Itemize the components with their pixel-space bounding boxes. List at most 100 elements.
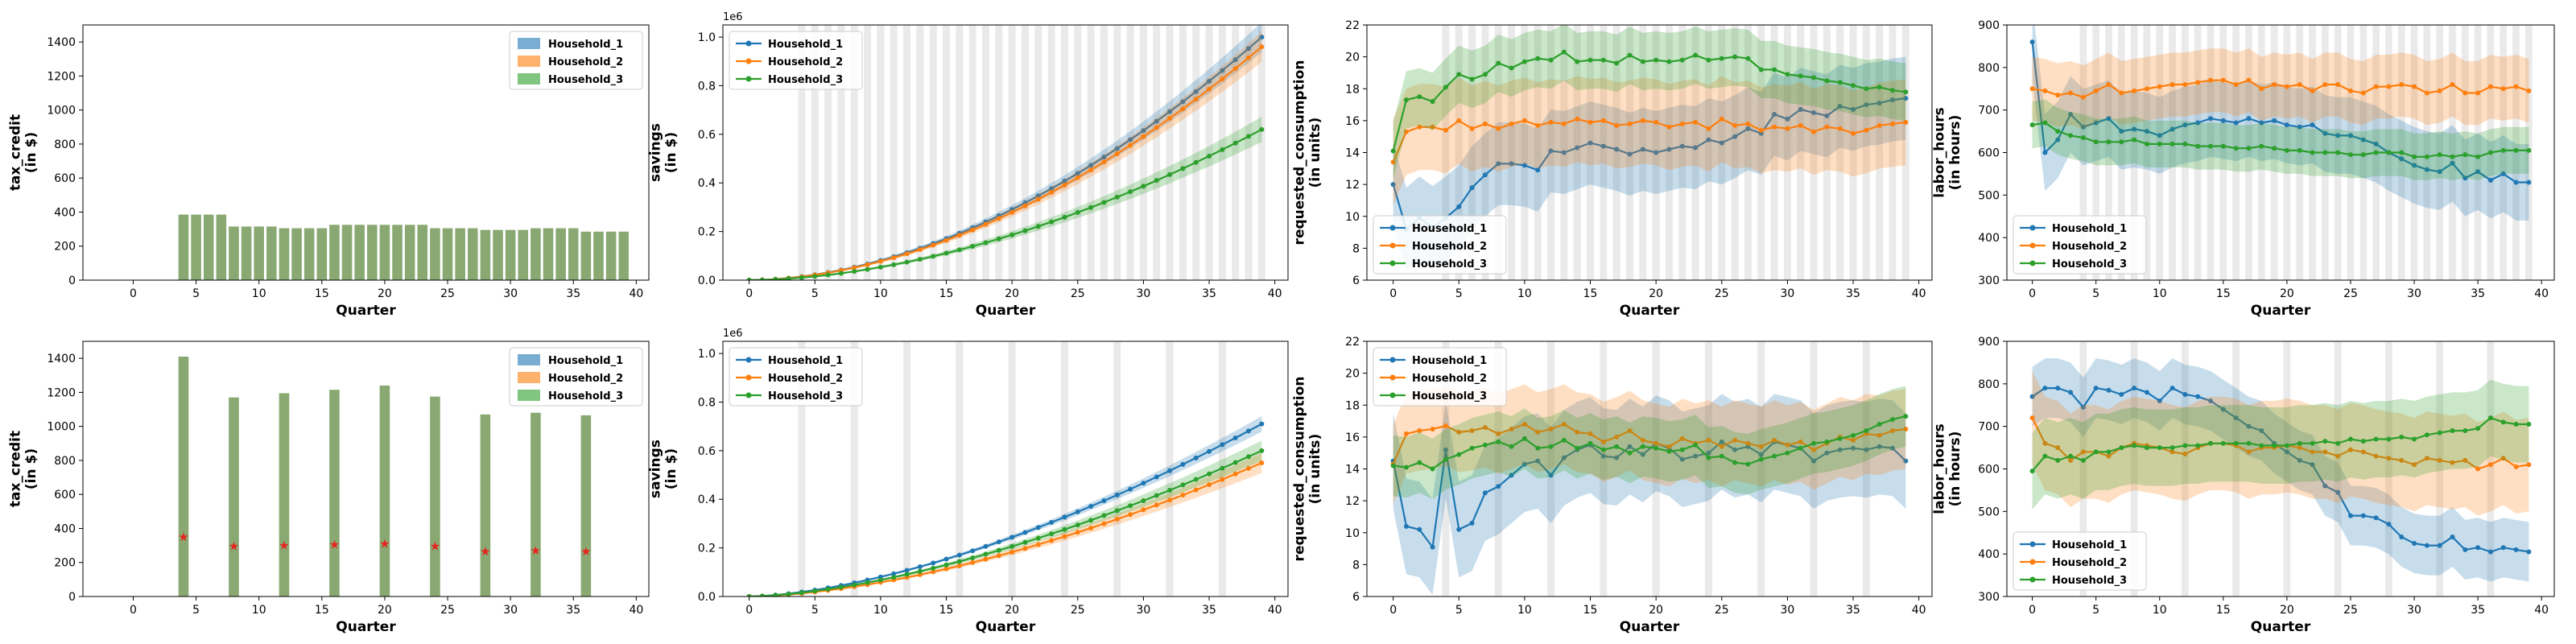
bar-h1 (266, 226, 277, 280)
point-Household_3 (970, 555, 976, 561)
shade-band (2474, 25, 2482, 280)
shade-band (811, 25, 819, 280)
band-Household_2 (749, 452, 1262, 597)
point-Household_3 (1693, 442, 1699, 448)
point-Household_2 (2233, 81, 2239, 87)
point-Household_3 (2055, 457, 2061, 463)
point-Household_1 (1903, 458, 1909, 464)
band-Household_2 (2032, 48, 2529, 130)
point-Household_3 (2195, 443, 2201, 448)
point-Household_1 (2487, 177, 2493, 183)
series-line-Household_2 (749, 461, 1262, 597)
x-tick-label: 40 (1268, 287, 1282, 300)
band-Household_1 (749, 416, 1262, 597)
plot-area (178, 214, 630, 280)
bar-h1 (505, 229, 516, 280)
point-Household_1 (1561, 455, 1567, 460)
series-line-Household_2 (749, 46, 1263, 280)
y-tick-label: 0.0 (698, 275, 716, 287)
y-tick-label: 1.0 (698, 31, 716, 44)
point-Household_2 (1193, 487, 1199, 493)
shade-band (1600, 25, 1608, 280)
point-Household_1 (2093, 386, 2099, 391)
point-Household_1 (2347, 133, 2353, 138)
band-Household_2 (1393, 384, 1906, 505)
point-Household_3 (2335, 440, 2341, 446)
bar-h3 (543, 228, 554, 280)
point-Household_3 (1075, 522, 1080, 528)
point-Household_1 (1390, 182, 1396, 188)
point-Household_2 (1259, 44, 1265, 50)
point-Household_1 (2106, 387, 2112, 393)
point-Household_3 (2513, 147, 2519, 153)
bar-h2 (480, 229, 491, 280)
panel-1-0: ★★ ★ ★ ★ ★ ★ ★ ★0 5 10 15 20 25 30 35 40020040060080010… (8, 341, 650, 635)
point-Household_1 (1640, 147, 1645, 152)
point-Household_1 (1851, 107, 1856, 113)
y-tick-label: 0.4 (698, 493, 716, 506)
point-Household_1 (1009, 535, 1015, 540)
shade-band (1126, 25, 1134, 280)
point-Household_2 (1469, 126, 1475, 131)
point-Household_2 (931, 569, 936, 575)
x-tick-label: 15 (2216, 604, 2231, 617)
y-axis-label-line2: (in units) (1307, 118, 1323, 188)
shade-band (903, 341, 911, 597)
point-Household_3 (891, 575, 897, 580)
point-Household_3 (838, 584, 844, 590)
point-Household_3 (2450, 427, 2455, 433)
point-Household_2 (1666, 444, 1672, 449)
y-tick-label: 1000 (47, 421, 76, 434)
point-Household_2 (956, 233, 962, 238)
point-Household_1 (2500, 545, 2506, 551)
point-Household_2 (2106, 81, 2112, 87)
point-Household_3 (1706, 455, 1711, 460)
point-Household_3 (1220, 147, 1225, 152)
point-Household_3 (2335, 150, 2341, 155)
point-Household_3 (877, 577, 883, 583)
point-Household_2 (1864, 127, 1869, 133)
point-Household_2 (1785, 442, 1790, 448)
y-axis-label-line1: tax_credit (8, 431, 24, 507)
shade-band (2423, 25, 2431, 280)
legend-marker-Household_3 (1389, 260, 1396, 266)
point-Household_1 (1719, 140, 1724, 146)
point-Household_2 (1456, 118, 1462, 123)
point-Household_1 (2450, 160, 2455, 166)
point-Household_3 (2119, 139, 2124, 145)
bar-h1 (291, 228, 302, 280)
y-tick-label: 0 (68, 591, 76, 604)
x-tick-label: 35 (1202, 287, 1216, 300)
point-Household_3 (1075, 209, 1080, 215)
point-Household_2 (2220, 77, 2226, 83)
point-Household_3 (1259, 448, 1265, 453)
legend-marker-Household_2 (2029, 242, 2036, 249)
point-Household_1 (1154, 474, 1159, 480)
point-Household_3 (2272, 146, 2277, 151)
shade-band (1494, 25, 1502, 280)
point-Household_2 (1693, 119, 1699, 125)
point-Household_2 (1798, 122, 1803, 128)
bar-h3 (341, 225, 353, 280)
point-Household_1 (2373, 141, 2379, 147)
point-Household_3 (1679, 447, 1685, 452)
bar-h2 (341, 225, 353, 280)
point-Household_2 (1785, 126, 1790, 131)
point-Household_2 (2500, 86, 2506, 92)
legend-swatch-Household_3 (518, 73, 540, 85)
shade-band (2105, 25, 2112, 280)
point-Household_1 (1772, 111, 1777, 117)
point-Household_2 (1114, 516, 1120, 522)
x-tick-label: 30 (1781, 287, 1795, 300)
point-Household_1 (1456, 526, 1462, 532)
point-Household_3 (2157, 141, 2162, 147)
bar-h3 (404, 225, 415, 280)
point-Household_3 (1062, 214, 1067, 220)
point-Household_2 (2475, 90, 2481, 96)
point-Household_3 (2450, 154, 2455, 159)
axes-frame (722, 24, 1289, 281)
legend-marker-Household_3 (2029, 576, 2036, 583)
panel-0-2: 0 5 10 15 20 25 30 35 40 6 8 10 12 14 16 18 20 22 Quarter r… (1292, 19, 1933, 319)
point-Household_3 (2399, 150, 2405, 155)
point-Household_3 (1259, 126, 1265, 132)
